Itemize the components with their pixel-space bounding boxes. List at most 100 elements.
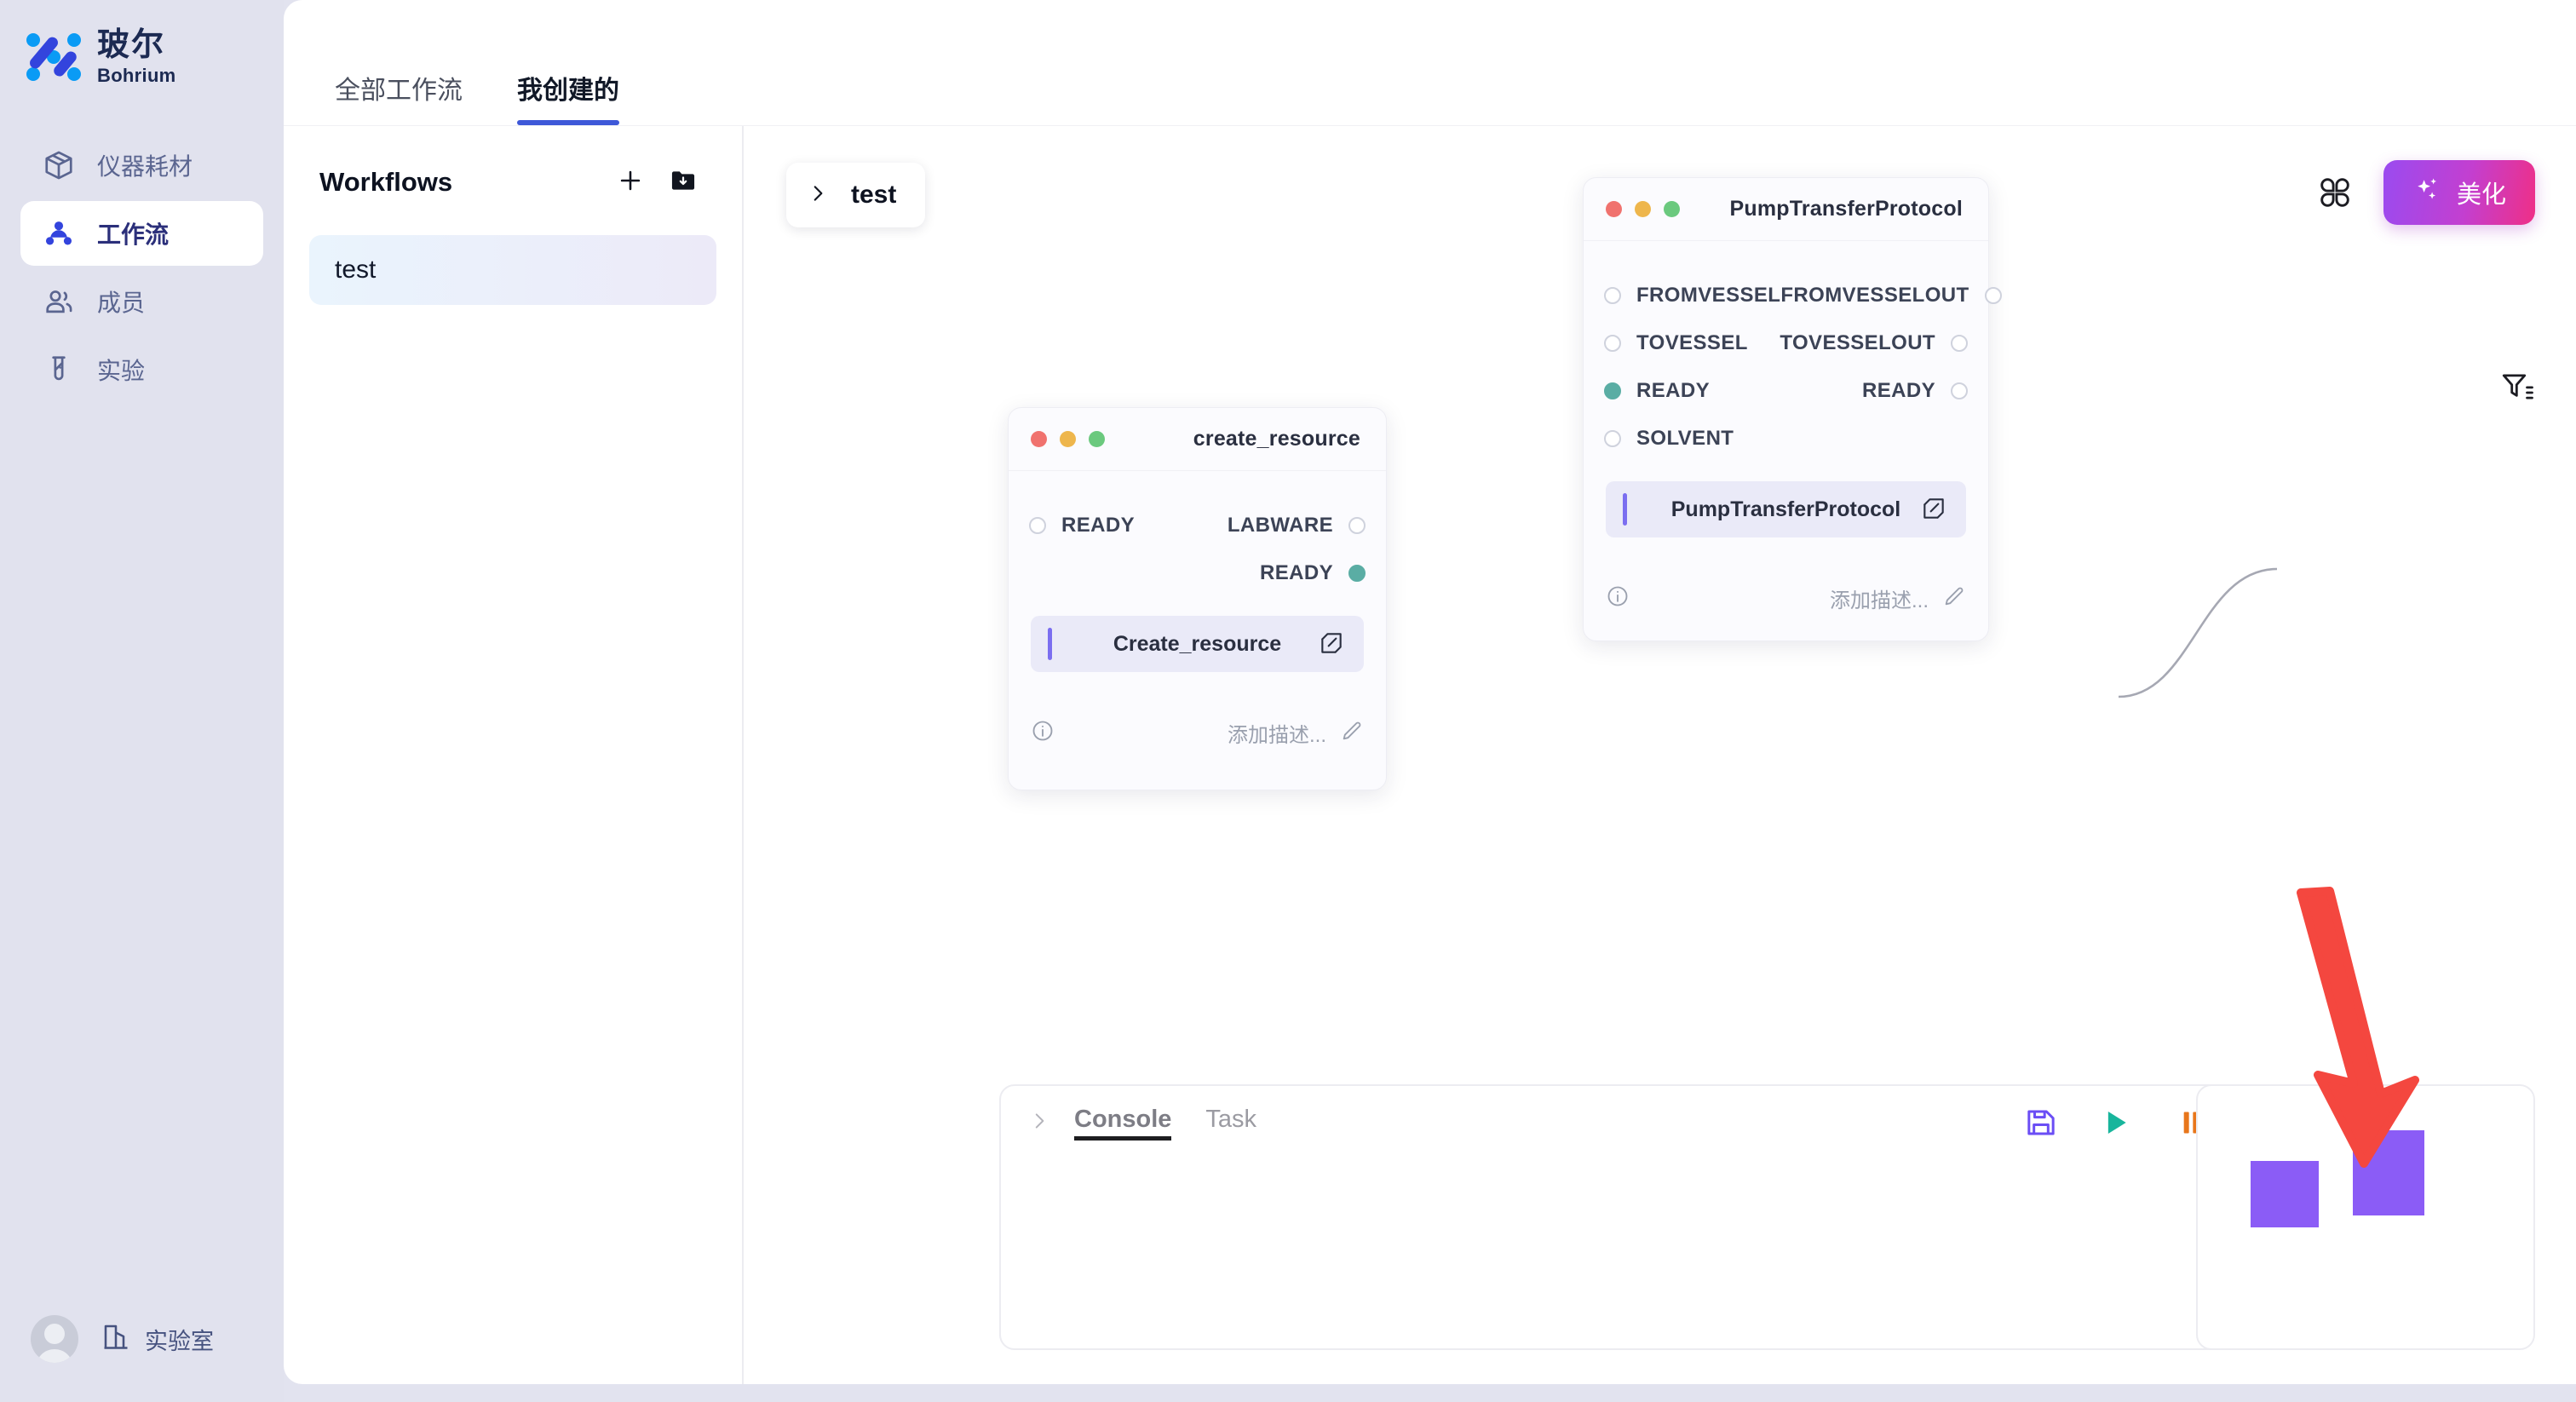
chevron-right-icon [807, 182, 829, 209]
accent-bar [1623, 493, 1627, 526]
minimize-dot-icon[interactable] [1060, 431, 1076, 447]
tab-all-workflows[interactable]: 全部工作流 [335, 77, 463, 105]
port-row: READY [1009, 549, 1386, 597]
port-row: TOVESSEL TOVESSELOUT [1584, 319, 1988, 367]
node-title: create_resource [1193, 427, 1360, 451]
node-ports: READY LABWARE READY [1009, 471, 1386, 692]
console-tab-task[interactable]: Task [1205, 1105, 1257, 1133]
avatar[interactable] [31, 1315, 78, 1363]
port-row: READY LABWARE [1009, 502, 1386, 549]
node-input-port[interactable]: FROMVESSEL [1604, 284, 1780, 307]
sidebar-item-members[interactable]: 成员 [20, 269, 263, 334]
maximize-dot-icon[interactable] [1664, 201, 1680, 217]
port-dot-icon[interactable] [1604, 382, 1621, 399]
edit-square-icon[interactable] [1318, 629, 1345, 661]
port-label: READY [1061, 514, 1136, 537]
port-dot-icon[interactable] [1984, 287, 2002, 304]
workflows-panel: Workflows [284, 126, 744, 1384]
port-dot-icon[interactable] [1348, 565, 1366, 582]
lab-switcher[interactable]: 实验室 [101, 1321, 214, 1358]
port-dot-icon[interactable] [1029, 517, 1046, 534]
maximize-dot-icon[interactable] [1089, 431, 1105, 447]
edit-square-icon[interactable] [1920, 495, 1947, 526]
port-dot-icon[interactable] [1604, 335, 1621, 352]
pencil-icon[interactable] [1942, 584, 1966, 612]
console-expand-icon[interactable] [1028, 1110, 1050, 1136]
port-dot-icon[interactable] [1604, 430, 1621, 447]
node-input-port[interactable]: SOLVENT [1604, 427, 1734, 451]
sidebar-item-workflow[interactable]: 工作流 [20, 201, 263, 266]
node-description[interactable]: 添加描述... [1830, 583, 1966, 613]
node-header[interactable]: create_resource [1009, 408, 1386, 471]
port-label: SOLVENT [1636, 427, 1734, 450]
port-label: FROMVESSELOUT [1780, 284, 1969, 307]
close-dot-icon[interactable] [1031, 431, 1047, 447]
node-output-port[interactable]: READY [1260, 561, 1366, 585]
grid-apps-icon[interactable] [2315, 173, 2355, 212]
beautify-button[interactable]: 美化 [2383, 160, 2535, 225]
node-footer: 添加描述... [1584, 558, 1988, 623]
sidebar-item-label: 工作流 [97, 221, 170, 248]
console-header: Console Task [1001, 1086, 2314, 1159]
import-workflow-button[interactable] [657, 160, 710, 204]
top-tabs: 全部工作流 我创建的 [284, 0, 2576, 126]
port-label: FROMVESSEL [1636, 284, 1781, 307]
sidebar-item-experiment[interactable]: 实验 [20, 337, 263, 402]
node-action-button[interactable]: PumpTransferProtocol [1606, 481, 1966, 537]
node-input-port[interactable]: READY [1029, 514, 1135, 537]
port-dot-icon[interactable] [1348, 517, 1366, 534]
sidebar-item-instruments[interactable]: 仪器耗材 [20, 133, 263, 198]
node-output-port[interactable]: READY [1862, 379, 1968, 403]
breadcrumb-label: test [851, 181, 897, 209]
breadcrumb[interactable]: test [786, 163, 926, 227]
brand-name-en: Bohrium [97, 65, 176, 86]
node-output-port[interactable]: LABWARE [1228, 514, 1366, 537]
pencil-icon[interactable] [1340, 719, 1364, 747]
bohrium-logo-icon [26, 31, 82, 83]
info-icon[interactable] [1031, 719, 1055, 747]
info-icon[interactable] [1606, 584, 1630, 612]
node-card[interactable]: create_resource READY LABWARE [1008, 407, 1387, 790]
brand: 玻尔 Bohrium [0, 0, 284, 85]
node-description[interactable]: 添加描述... [1228, 718, 1364, 748]
node-output-port[interactable]: FROMVESSELOUT [1780, 284, 2002, 307]
folder-download-icon [670, 167, 697, 198]
node-input-port[interactable]: READY [1604, 379, 1710, 403]
node-description-placeholder: 添加描述... [1227, 724, 1326, 747]
node-output-port[interactable]: TOVESSELOUT [1780, 331, 1968, 355]
add-workflow-button[interactable] [604, 160, 657, 204]
filter-icon[interactable] [2499, 369, 2535, 405]
minimap-panel[interactable] [2196, 1084, 2535, 1350]
workflow-canvas[interactable]: test 美化 [744, 126, 2576, 1384]
save-button[interactable] [2024, 1106, 2058, 1140]
minimize-dot-icon[interactable] [1635, 201, 1651, 217]
minimap-node [2353, 1130, 2424, 1215]
node-header[interactable]: PumpTransferProtocol [1584, 178, 1988, 241]
brand-name-cn: 玻尔 [97, 27, 166, 63]
sidebar: 玻尔 Bohrium 仪器耗材 工作流 [0, 0, 284, 1402]
node-title: PumpTransferProtocol [1729, 197, 1963, 221]
run-button[interactable] [2099, 1106, 2133, 1140]
port-label: LABWARE [1227, 514, 1333, 537]
port-dot-icon[interactable] [1604, 287, 1621, 304]
port-dot-icon[interactable] [1951, 382, 1968, 399]
sidebar-footer: 实验室 [0, 1315, 284, 1402]
port-dot-icon[interactable] [1951, 335, 1968, 352]
port-row: READY READY [1584, 367, 1988, 415]
box-icon [41, 147, 77, 183]
node-footer: 添加描述... [1009, 692, 1386, 758]
canvas-toolbar: 美化 [2315, 160, 2535, 225]
node-card[interactable]: PumpTransferProtocol FROMVESSEL FROMVESS… [1583, 177, 2002, 641]
node-description-placeholder: 添加描述... [1829, 589, 1929, 612]
sidebar-nav: 仪器耗材 工作流 成员 [0, 133, 284, 402]
node-action-button[interactable]: Create_resource [1031, 616, 1364, 672]
console-tab-console[interactable]: Console [1074, 1106, 1172, 1141]
accent-bar [1048, 628, 1052, 660]
tab-my-created[interactable]: 我创建的 [517, 69, 619, 125]
close-dot-icon[interactable] [1606, 201, 1622, 217]
workflow-list-item[interactable]: test [309, 235, 716, 305]
test-tube-icon [41, 352, 77, 388]
port-label: TOVESSELOUT [1780, 331, 1935, 354]
node-input-port[interactable]: TOVESSEL [1604, 331, 1748, 355]
sidebar-item-label: 实验 [97, 358, 146, 384]
